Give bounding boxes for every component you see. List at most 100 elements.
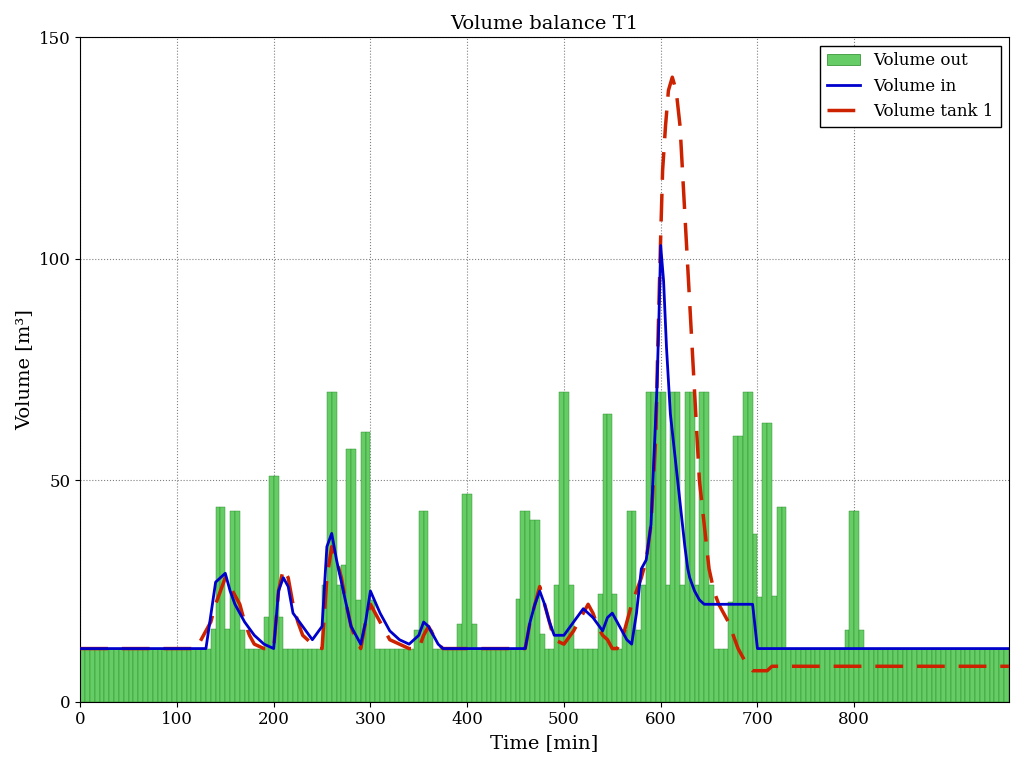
Bar	[559, 392, 564, 702]
Bar	[815, 649, 820, 702]
Bar	[825, 649, 830, 702]
Volume tank 1	[640, 555, 652, 565]
Bar	[792, 649, 796, 702]
Bar	[989, 649, 994, 702]
Bar	[404, 649, 410, 702]
Bar	[699, 392, 705, 702]
Bar	[719, 649, 724, 702]
Bar	[240, 630, 245, 702]
Bar	[298, 649, 303, 702]
Bar	[859, 630, 864, 702]
Bar	[346, 449, 351, 702]
Bar	[506, 649, 511, 702]
Bar	[796, 649, 801, 702]
Bar	[666, 585, 671, 702]
Bar	[884, 649, 888, 702]
Bar	[530, 520, 535, 702]
Bar	[835, 649, 840, 702]
Bar	[153, 649, 158, 702]
Volume in	[509, 644, 521, 653]
Bar	[593, 649, 598, 702]
Bar	[705, 392, 709, 702]
Bar	[317, 649, 322, 702]
Bar	[573, 649, 579, 702]
Volume tank 1	[1002, 662, 1015, 671]
Bar	[961, 649, 966, 702]
Bar	[627, 512, 632, 702]
Bar	[472, 624, 477, 702]
Bar	[767, 423, 772, 702]
Bar	[902, 649, 907, 702]
Bar	[254, 649, 259, 702]
Bar	[172, 649, 177, 702]
Bar	[225, 629, 230, 702]
Bar	[307, 649, 312, 702]
Bar	[728, 602, 733, 702]
Bar	[753, 534, 758, 702]
Bar	[845, 630, 849, 702]
Bar	[946, 649, 951, 702]
Volume tank 1	[667, 73, 679, 82]
Bar	[90, 649, 94, 702]
Bar	[830, 649, 835, 702]
Bar	[632, 512, 637, 702]
Bar	[181, 649, 186, 702]
Bar	[898, 649, 902, 702]
Bar	[375, 649, 380, 702]
Volume in	[1002, 644, 1015, 653]
Bar	[932, 649, 936, 702]
Bar	[492, 649, 497, 702]
Bar	[873, 649, 879, 702]
Bar	[1005, 649, 1009, 702]
Bar	[709, 585, 714, 702]
Bar	[177, 649, 181, 702]
Bar	[351, 449, 356, 702]
Bar	[588, 649, 593, 702]
Bar	[477, 649, 481, 702]
Bar	[864, 649, 868, 702]
Bar	[660, 392, 666, 702]
Volume tank 1	[74, 644, 86, 653]
Bar	[598, 594, 603, 702]
Bar	[646, 392, 651, 702]
Bar	[366, 432, 371, 702]
Bar	[394, 649, 399, 702]
Bar	[971, 649, 975, 702]
Bar	[273, 476, 279, 702]
Bar	[322, 585, 327, 702]
Bar	[259, 649, 264, 702]
Bar	[312, 649, 317, 702]
Bar	[520, 512, 525, 702]
Bar	[293, 649, 298, 702]
Bar	[936, 649, 941, 702]
Bar	[234, 512, 240, 702]
Bar	[163, 649, 167, 702]
Bar	[879, 649, 884, 702]
Bar	[786, 649, 792, 702]
Bar	[655, 392, 660, 702]
Bar	[332, 392, 337, 702]
Bar	[637, 630, 641, 702]
Bar	[216, 507, 220, 702]
Bar	[371, 601, 375, 702]
Bar	[119, 649, 124, 702]
Volume in	[611, 617, 624, 627]
Bar	[385, 649, 390, 702]
Bar	[907, 649, 912, 702]
Line: Volume tank 1: Volume tank 1	[80, 77, 1009, 670]
Bar	[462, 493, 467, 702]
Bar	[680, 585, 685, 702]
Bar	[671, 392, 675, 702]
Bar	[820, 649, 825, 702]
Volume tank 1	[945, 662, 957, 671]
Bar	[927, 649, 932, 702]
Bar	[777, 507, 781, 702]
Bar	[951, 649, 955, 702]
Volume in	[141, 644, 154, 653]
Bar	[554, 585, 559, 702]
Bar	[250, 649, 254, 702]
Bar	[564, 392, 568, 702]
Volume tank 1	[887, 662, 899, 671]
Bar	[994, 649, 999, 702]
Bar	[85, 649, 90, 702]
